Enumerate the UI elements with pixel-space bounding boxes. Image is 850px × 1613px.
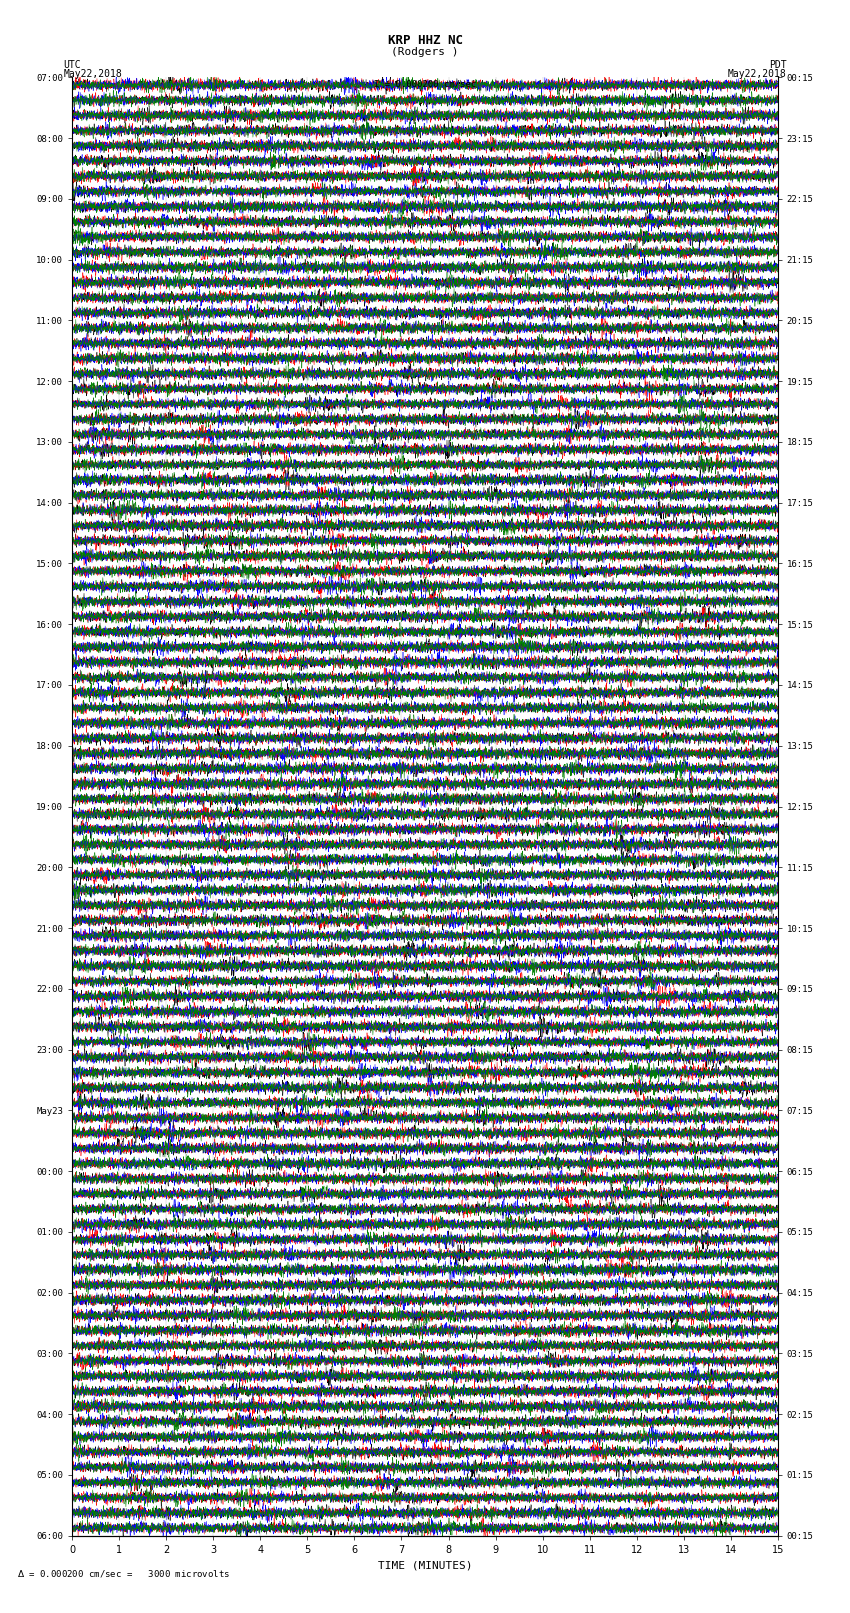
Text: May22,2018: May22,2018 — [64, 69, 122, 79]
Text: $\Delta$ = 0.000200 cm/sec =   3000 microvolts: $\Delta$ = 0.000200 cm/sec = 3000 microv… — [17, 1568, 230, 1579]
Text: PDT: PDT — [768, 60, 786, 69]
X-axis label: TIME (MINUTES): TIME (MINUTES) — [377, 1560, 473, 1569]
Text: KRP HHZ NC: KRP HHZ NC — [388, 34, 462, 47]
Text: (Rodgers ): (Rodgers ) — [391, 47, 459, 56]
Text: UTC: UTC — [64, 60, 82, 69]
Text: May22,2018: May22,2018 — [728, 69, 786, 79]
Text: I = 0.000200 cm/sec: I = 0.000200 cm/sec — [374, 79, 476, 89]
